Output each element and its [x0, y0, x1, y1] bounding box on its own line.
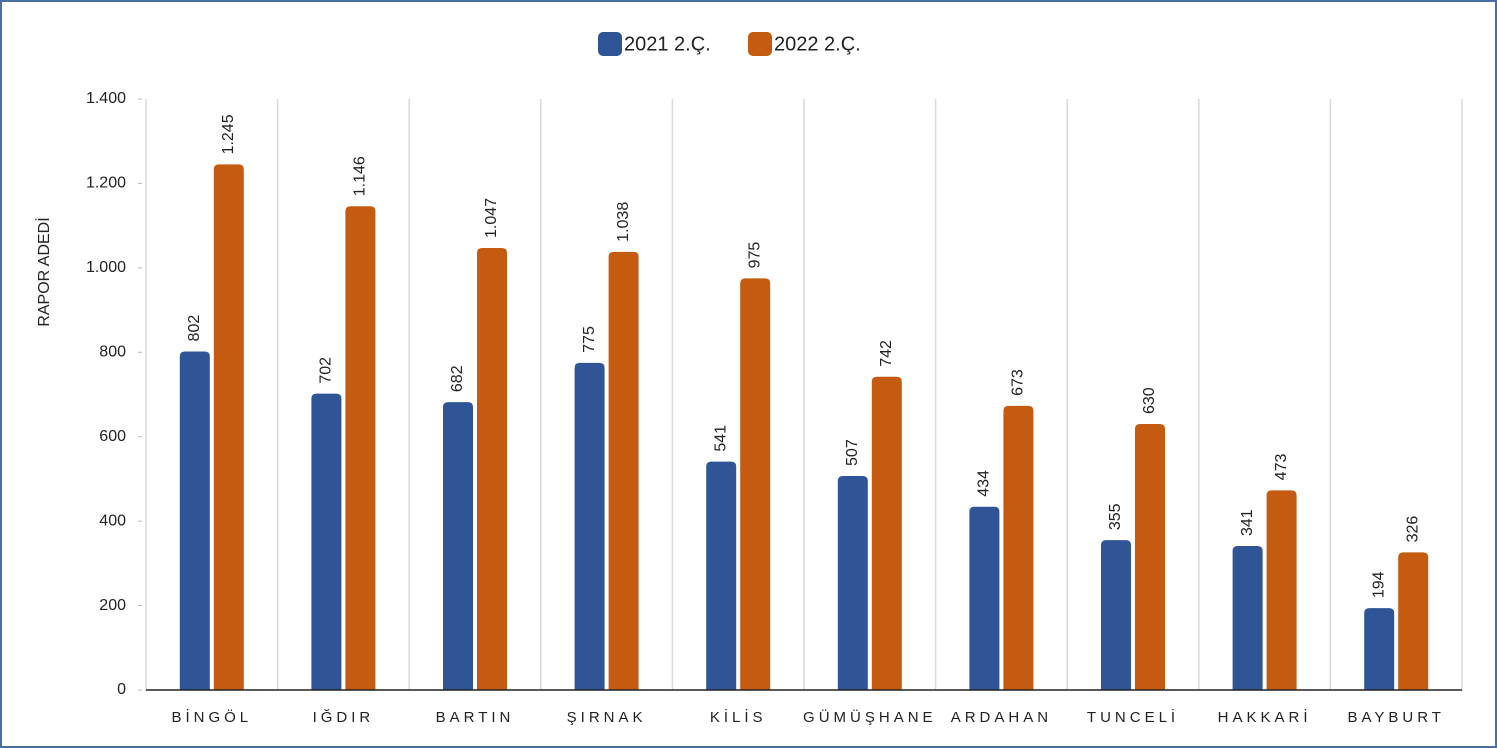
value-label: 326: [1404, 516, 1421, 543]
value-label: 473: [1273, 454, 1290, 481]
value-label: 341: [1239, 509, 1256, 536]
bar: [345, 206, 376, 690]
x-tick-label: GÜMÜŞHANE: [803, 708, 937, 726]
bar: [477, 248, 507, 691]
bar: [443, 402, 473, 690]
value-label: 775: [581, 326, 598, 353]
bar: [1003, 405, 1034, 690]
bar: [608, 251, 639, 690]
value-label: 1.146: [352, 156, 369, 196]
bar: [1364, 608, 1395, 690]
bar: [1232, 546, 1263, 690]
x-tick-label: KİLİS: [710, 708, 767, 726]
value-label: 975: [746, 242, 763, 269]
legend-swatch: [598, 32, 622, 56]
x-tick-label: TUNCELİ: [1087, 708, 1179, 726]
y-tick-label: 400: [99, 512, 126, 529]
value-label: 802: [186, 315, 203, 342]
x-tick-label: BAYBURT: [1347, 709, 1444, 726]
bar: [1266, 490, 1297, 690]
value-label: 194: [1370, 571, 1387, 598]
bar: [1398, 552, 1429, 690]
x-tick-label: ŞIRNAK: [567, 709, 647, 726]
value-label: 673: [1010, 369, 1027, 396]
bar: [740, 278, 771, 690]
y-axis-title: RAPOR ADEDİ: [34, 217, 53, 326]
y-tick-label: 600: [99, 428, 126, 445]
bar: [1101, 540, 1131, 690]
bar: [837, 475, 868, 690]
legend-swatch: [748, 32, 772, 56]
value-label: 742: [878, 340, 895, 367]
y-tick-label: 1.200: [86, 175, 126, 192]
x-tick-label: BARTIN: [436, 709, 515, 726]
value-label: 1.038: [615, 202, 632, 242]
legend-label: 2021 2.Ç.: [624, 33, 711, 55]
value-label: 507: [844, 439, 861, 466]
bar: [311, 393, 342, 690]
value-label: 1.047: [483, 198, 500, 238]
bar: [969, 506, 1000, 690]
y-tick-label: 0: [117, 681, 126, 698]
value-label: 630: [1141, 387, 1158, 414]
x-tick-label: HAKKARİ: [1218, 708, 1312, 726]
y-tick-label: 1.000: [86, 259, 126, 276]
value-label: 682: [449, 365, 466, 392]
value-label: 434: [976, 470, 993, 497]
x-tick-label: IĞDIR: [313, 709, 375, 726]
value-label: 541: [712, 425, 729, 452]
bar: [706, 461, 737, 690]
bar: [871, 376, 902, 690]
value-label: 355: [1107, 503, 1124, 530]
legend-label: 2022 2.Ç.: [774, 33, 861, 55]
bar: [213, 164, 244, 691]
y-tick-label: 200: [99, 597, 126, 614]
value-label: 702: [318, 357, 335, 384]
bar: [574, 362, 605, 690]
x-tick-label: BİNGÖL: [171, 708, 252, 726]
y-tick-label: 1.400: [86, 90, 126, 107]
bar: [179, 351, 210, 690]
x-tick-label: ARDAHAN: [951, 709, 1052, 726]
value-label: 1.245: [220, 114, 237, 154]
bar: [1135, 424, 1165, 690]
y-tick-label: 800: [99, 344, 126, 361]
